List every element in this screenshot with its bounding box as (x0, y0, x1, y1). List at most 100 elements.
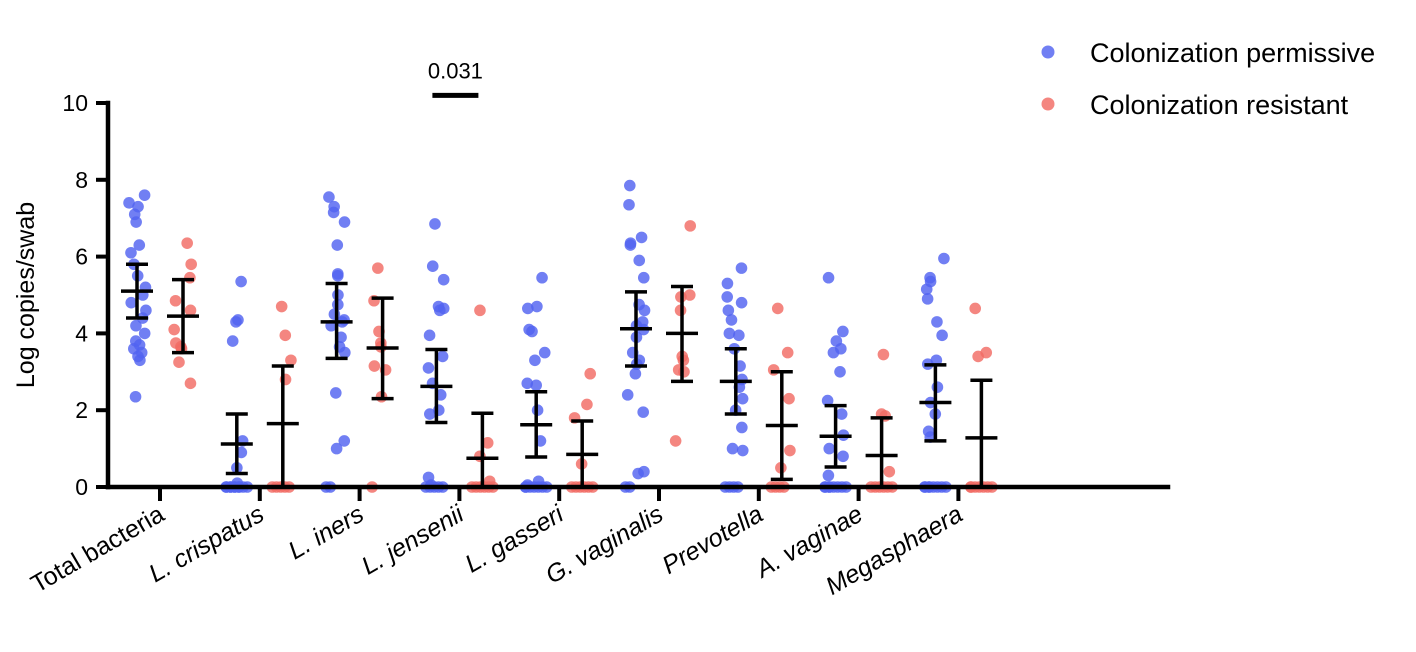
permissive-point (837, 450, 849, 463)
resistant-point (767, 364, 780, 376)
permissive-point (138, 327, 151, 340)
permissive-point (624, 179, 636, 192)
permissive-point (633, 254, 646, 267)
permissive-point (538, 346, 551, 359)
resistant-point (877, 348, 890, 361)
resistant-point (474, 304, 486, 317)
permissive-point (721, 291, 734, 303)
resistant-point (969, 302, 982, 315)
permissive-point (821, 394, 834, 407)
resistant-point (784, 444, 796, 457)
permissive-point (735, 296, 748, 309)
y-tick-label: 6 (75, 244, 88, 270)
permissive-point (921, 293, 934, 305)
permissive-point (230, 316, 242, 328)
resistant-point (169, 294, 182, 307)
permissive-point (134, 354, 146, 367)
permissive-point (624, 239, 637, 251)
permissive-point (125, 246, 137, 259)
y-axis-ticks: 0 2 4 6 8 10 (62, 90, 108, 500)
resistant-point (481, 437, 494, 449)
resistant-point (168, 323, 180, 336)
permissive-point (822, 469, 835, 482)
resistant-point (173, 356, 185, 369)
permissive-point (125, 296, 138, 309)
permissive-point (736, 392, 749, 405)
y-tick-label: 0 (75, 474, 88, 500)
resistant-point (781, 346, 794, 359)
data-points (123, 179, 998, 493)
permissive-point (437, 273, 450, 286)
permissive-point (130, 216, 142, 228)
permissive-point (426, 260, 439, 273)
resistant-point (883, 465, 896, 478)
resistant-point (372, 262, 384, 274)
permissive-point (736, 444, 749, 457)
resistant-point (184, 377, 197, 390)
category-label: Total bacteria (26, 500, 169, 599)
resistant-point (285, 354, 297, 367)
permissive-point (931, 381, 944, 393)
permissive-point (725, 314, 738, 326)
permissive-point (723, 327, 736, 340)
y-tick-label: 10 (62, 90, 88, 116)
resistant-point (581, 398, 593, 411)
permissive-point (526, 325, 538, 338)
resistant-point (669, 435, 682, 447)
y-tick-label: 4 (75, 320, 88, 346)
permissive-point (130, 319, 142, 332)
permissive-point (522, 302, 534, 315)
permissive-point (834, 366, 846, 378)
permissive-point (736, 421, 748, 434)
resistant-point (783, 392, 795, 405)
permissive-point (827, 346, 840, 359)
resistant-point (684, 220, 697, 232)
resistant-point (771, 302, 784, 315)
resistant-point (368, 360, 381, 372)
significance-annotation: 0.031 (428, 58, 483, 98)
permissive-point (835, 408, 848, 420)
category-label: L. iners (284, 500, 369, 565)
permissive-point (726, 442, 739, 455)
permissive-point (422, 362, 435, 374)
permissive-point (629, 367, 642, 380)
permissive-point (638, 304, 651, 317)
permissive-point (330, 442, 343, 455)
category-label: L. crispatus (144, 500, 269, 588)
permissive-point (323, 191, 335, 203)
permissive-point (429, 218, 441, 230)
permissive-point (938, 252, 950, 265)
permissive-point (722, 304, 735, 317)
permissive-point (423, 408, 436, 420)
permissive-point (733, 329, 745, 342)
p-value-label: 0.031 (428, 58, 483, 83)
permissive-point (822, 271, 835, 284)
permissive-point (823, 442, 836, 455)
category-label: L. jensenii (357, 499, 470, 580)
permissive-point (235, 275, 247, 288)
permissive-point (621, 389, 634, 401)
permissive-point (530, 379, 542, 392)
permissive-point (423, 329, 436, 342)
resistant-point (683, 289, 696, 301)
legend-label-permissive: Colonization permissive (1090, 38, 1375, 68)
permissive-point (129, 390, 142, 403)
permissive-point (632, 467, 644, 480)
permissive-point (635, 231, 648, 244)
permissive-point (138, 189, 151, 201)
permissive-point (338, 435, 351, 447)
resistant-point (184, 304, 197, 317)
y-tick-label: 8 (75, 167, 88, 193)
y-tick-label: 2 (75, 397, 88, 423)
category-label: Prevotella (658, 500, 768, 580)
permissive-point (837, 325, 849, 338)
permissive-point (637, 406, 650, 418)
permissive-point (436, 350, 449, 363)
resistant-point (279, 329, 292, 342)
permissive-point (330, 387, 342, 399)
permissive-point (531, 300, 543, 313)
permissive-point (226, 335, 239, 347)
permissive-point (433, 304, 446, 317)
